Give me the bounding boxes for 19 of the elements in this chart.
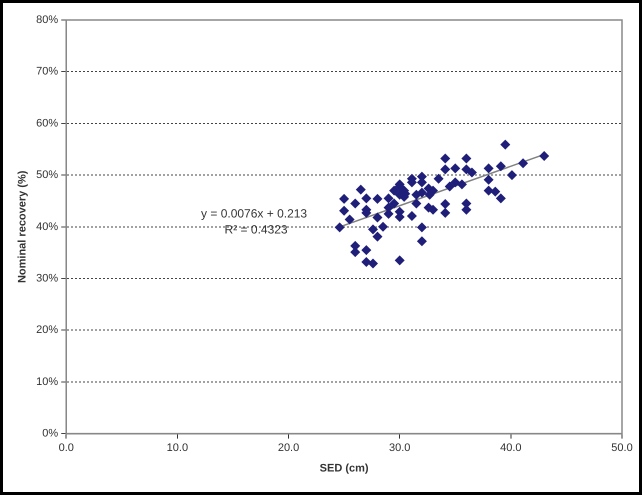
y-tick-label: 10% xyxy=(36,376,58,388)
annotation: y = 0.0076x + 0.213 xyxy=(201,206,308,221)
y-tick-label: 70% xyxy=(36,66,58,78)
y-tick-label: 60% xyxy=(36,117,58,130)
x-axis-title: SED (cm) xyxy=(320,462,369,474)
x-tick-label: 30.0 xyxy=(388,442,410,454)
y-tick-label: 20% xyxy=(36,324,58,336)
y-tick-label: 30% xyxy=(36,272,58,285)
x-tick-label: 10.0 xyxy=(166,442,188,454)
x-tick-label: 0.0 xyxy=(58,442,74,454)
x-tick-label: 40.0 xyxy=(500,442,522,454)
y-tick-label: 50% xyxy=(36,169,58,182)
y-tick-label: 0% xyxy=(42,428,58,440)
y-axis-title: Nominal recovery (%) xyxy=(16,170,29,284)
x-tick-label: 50.0 xyxy=(611,442,633,454)
x-tick-label: 20.0 xyxy=(278,442,300,454)
y-tick-label: 40% xyxy=(36,220,58,233)
y-tick-label: 80% xyxy=(36,14,58,26)
annotation: R² = 0.4323 xyxy=(224,222,288,237)
